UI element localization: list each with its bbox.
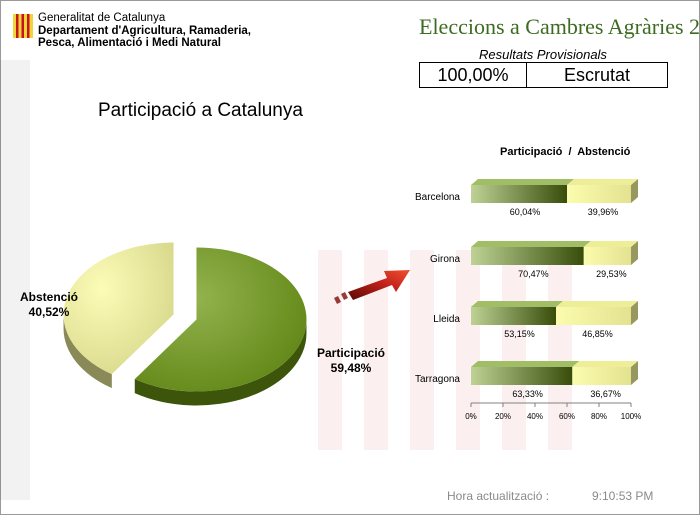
x-tick-label: 80% [591,412,607,421]
participation-bar [471,241,591,265]
participation-bar-chart: 0% 20% 40% 60% 80% 100% Barcelona 60,04% 39,96% G… [415,179,641,421]
pie-slice-1 [63,242,174,389]
red-arrow-icon [334,270,410,304]
results-subtitle: Resultats Provisionals [479,47,607,62]
generalitat-logo-icon [13,14,33,38]
abstention-bar [572,361,638,385]
bar-chart-title: Participació / Abstenció [500,146,631,158]
org-name: Generalitat de Catalunya [38,12,166,24]
category-label: Girona [430,254,460,265]
pie-label-abstention-value: 40,52% [28,305,70,319]
count-status-box: 100,00% Escrutat [419,62,668,88]
pie-slice-0 [134,247,307,406]
participation-bar [471,301,564,325]
update-time-value: 9:10:53 PM [592,489,654,503]
update-time-label: Hora actualització : [447,489,550,503]
abstention-bar [556,301,638,325]
event-title: Eleccions a Cambres Agràries 2011 [419,14,700,39]
abstention-value-label: 36,67% [590,389,621,399]
count-percent: 100,00% [420,63,527,87]
x-tick-label: 40% [527,412,543,421]
category-label: Barcelona [415,192,460,203]
abstention-bar [583,241,638,265]
category-label: Lleida [433,314,460,325]
participation-value-label: 60,04% [510,207,541,217]
participation-bar [471,179,575,203]
pie-label-abstention: Abstenció 40,52% [14,290,84,320]
pie-label-participation-name: Participació [316,346,386,360]
pie-label-participation: Participació 59,48% [313,346,389,376]
pie-label-abstention-name: Abstenció [19,290,78,304]
participation-pie-chart [63,242,307,406]
x-tick-label: 0% [465,412,477,421]
abstention-value-label: 39,96% [588,207,619,217]
abstention-value-label: 46,85% [582,329,613,339]
x-tick-label: 20% [495,412,511,421]
count-status: Escrutat [563,65,631,85]
abstention-value-label: 29,53% [596,269,627,279]
x-tick-label: 100% [621,412,641,421]
pie-label-participation-value: 59,48% [330,361,372,375]
participation-value-label: 70,47% [518,269,549,279]
pie-chart-title: Participació a Catalunya [98,100,303,121]
department-name-line2: Pesca, Alimentació i Medi Natural [38,37,221,49]
department-name-line1: Departament d'Agricultura, Ramaderia, [38,25,251,37]
abstention-bar [567,179,638,203]
participation-value-label: 63,33% [512,389,543,399]
x-tick-label: 60% [559,412,575,421]
category-label: Tarragona [415,374,460,385]
participation-bar [471,361,580,385]
participation-value-label: 53,15% [504,329,535,339]
